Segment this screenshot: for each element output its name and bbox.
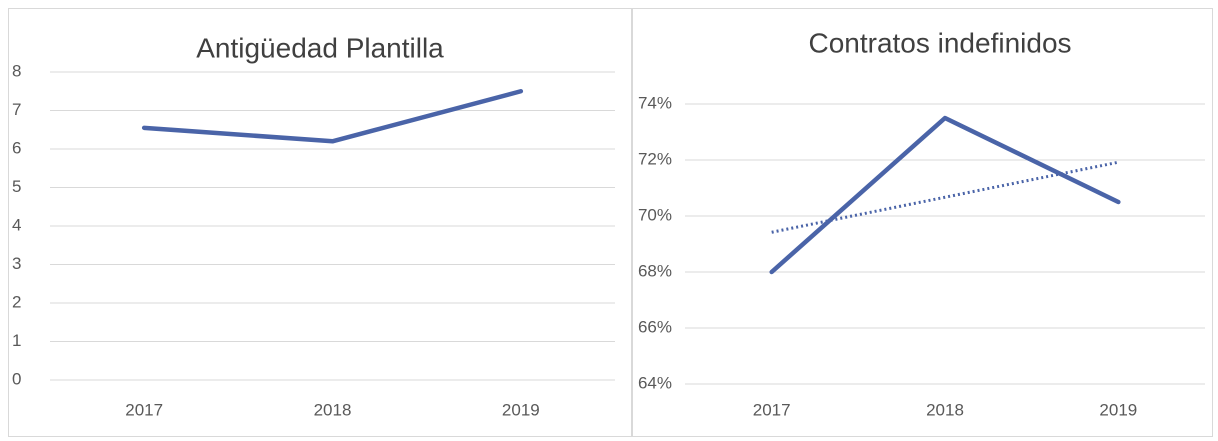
y-tick-label: 6 [12,138,21,157]
data-line [141,89,524,144]
y-tick-label: 3 [12,254,21,273]
y-tick-label: 8 [12,61,21,80]
x-tick-label: 2017 [753,400,791,419]
y-tick-label: 5 [12,177,21,196]
chart-title: Contratos indefinidos [808,27,1071,58]
y-tick-label: 74% [638,93,672,112]
chart-frame [8,8,632,437]
x-tick-label: 2019 [502,400,540,419]
trend-line [771,160,1119,234]
x-tick-label: 2018 [926,400,964,419]
y-tick-label: 68% [638,261,672,280]
x-tick-label: 2018 [314,400,352,419]
x-tick-label: 2019 [1099,400,1137,419]
y-tick-label: 66% [638,317,672,336]
chart-title: Antigüedad Plantilla [196,32,444,63]
y-tick-label: 7 [12,100,21,119]
y-tick-label: 72% [638,149,672,168]
y-tick-label: 1 [12,331,21,350]
y-tick-label: 64% [638,373,672,392]
y-tick-label: 0 [12,369,21,388]
data-line [769,115,1121,275]
chart-frame [632,8,1213,437]
y-tick-label: 70% [638,205,672,224]
x-tick-label: 2017 [125,400,163,419]
y-tick-label: 2 [12,292,21,311]
y-tick-label: 4 [12,215,21,234]
